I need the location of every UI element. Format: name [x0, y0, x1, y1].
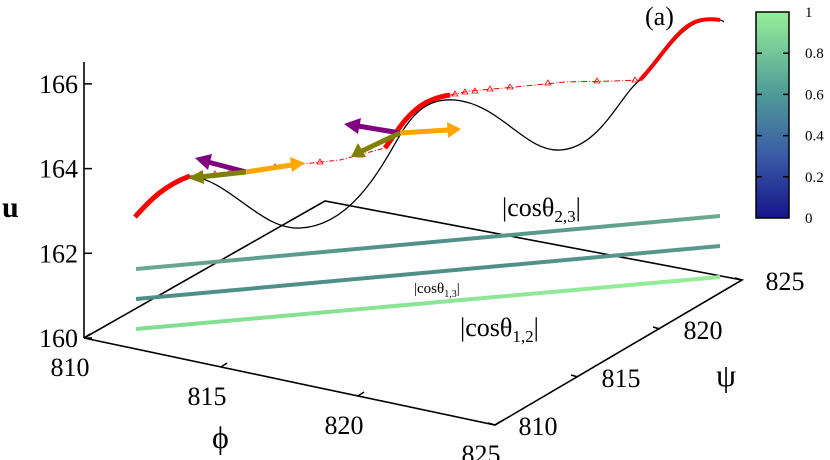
- colorbar-tick-label: 0.8: [805, 46, 824, 62]
- trajectory-marker: [631, 76, 639, 83]
- panel-label: (a): [645, 2, 674, 31]
- trajectory-marker: [593, 77, 601, 84]
- x-tick-mark: [83, 333, 91, 339]
- z-tick-label: 166: [39, 70, 78, 99]
- trajectory-marker: [471, 87, 479, 94]
- vector-olive-1: [199, 169, 247, 180]
- floor-plane: [83, 200, 745, 426]
- trajectory-marker: [316, 158, 324, 165]
- arrowhead-purple-1: [195, 154, 212, 170]
- x-tick-label: 825: [462, 440, 501, 460]
- colorbar-tick-label: 1: [805, 5, 813, 21]
- z-tick-label: 160: [39, 324, 78, 353]
- y-tick-mark: [487, 422, 496, 426]
- y-tick-mark: [570, 374, 579, 378]
- trajectory-marker: [486, 85, 494, 92]
- vectors-1: [188, 154, 305, 184]
- trajectory-dense-2: [383, 92, 451, 150]
- z-ticks: 160 162 164 166: [39, 70, 92, 353]
- vectors-2: [344, 118, 461, 157]
- x-tick-label: 810: [51, 353, 90, 382]
- arrowhead-olive-2: [351, 143, 366, 157]
- trajectory-marker: [544, 79, 552, 86]
- colorbar-tick-label: 0.6: [805, 87, 824, 103]
- colorbar: [755, 11, 790, 219]
- arrowhead-olive-1: [188, 170, 204, 184]
- y-axis-label: ψ: [716, 357, 736, 393]
- x-tick-mark: [357, 391, 365, 397]
- cos-line-1-2: [135, 275, 721, 331]
- annotation-cos12: |cosθ1,2|: [460, 313, 539, 346]
- x-tick-label: 815: [188, 382, 227, 411]
- x-ticks: 810 815 820 825: [51, 333, 502, 460]
- arrowhead-orange-1: [290, 157, 305, 172]
- path-curve: [189, 18, 725, 229]
- x-axis-label: ϕ: [212, 419, 229, 455]
- y-tick-mark: [734, 277, 743, 281]
- trajectory-marker: [451, 90, 459, 97]
- cos-line-2-3: [135, 214, 721, 271]
- colorbar-tick-label: 0: [805, 211, 813, 227]
- trajectory-dense-3: [638, 17, 721, 82]
- x-tick-mark: [220, 362, 228, 368]
- x-tick-label: 820: [325, 411, 364, 440]
- annotation-cos23: |cosθ2,3|: [502, 193, 581, 226]
- colorbar-tick-label: 0.2: [805, 170, 824, 186]
- trajectory-dense-1: [133, 173, 191, 219]
- z-axis-label: u: [2, 191, 19, 224]
- z-tick-label: 162: [39, 239, 78, 268]
- arrowhead-orange-2: [447, 122, 461, 138]
- arrowhead-purple-2: [344, 118, 361, 134]
- annotation-cos13: |cosθ1,3|: [414, 281, 460, 300]
- y-tick-label: 810: [519, 412, 558, 441]
- y-tick-label: 815: [602, 364, 641, 393]
- vector-orange-1: [245, 162, 293, 175]
- colorbar-ticks: 0 0.2 0.4 0.6 0.8 1: [756, 5, 824, 227]
- trajectory-marker: [461, 88, 469, 95]
- vector-purple-2: [357, 123, 401, 136]
- z-tick-label: 164: [39, 155, 78, 184]
- trajectory-markers: [196, 76, 639, 178]
- colorbar-tick-label: 0.4: [805, 129, 824, 145]
- y-tick-mark: [652, 326, 661, 330]
- cos-line-1-3: [135, 244, 721, 301]
- y-ticks: 810 815 820 825: [487, 267, 805, 441]
- vector-olive-2: [360, 130, 402, 154]
- y-tick-label: 825: [766, 267, 805, 296]
- vector-orange-2: [399, 127, 449, 136]
- y-tick-label: 820: [684, 316, 723, 345]
- trajectory-marker: [506, 83, 514, 90]
- x-tick-mark: [494, 420, 502, 426]
- trajectory-sparse-2: [449, 79, 641, 96]
